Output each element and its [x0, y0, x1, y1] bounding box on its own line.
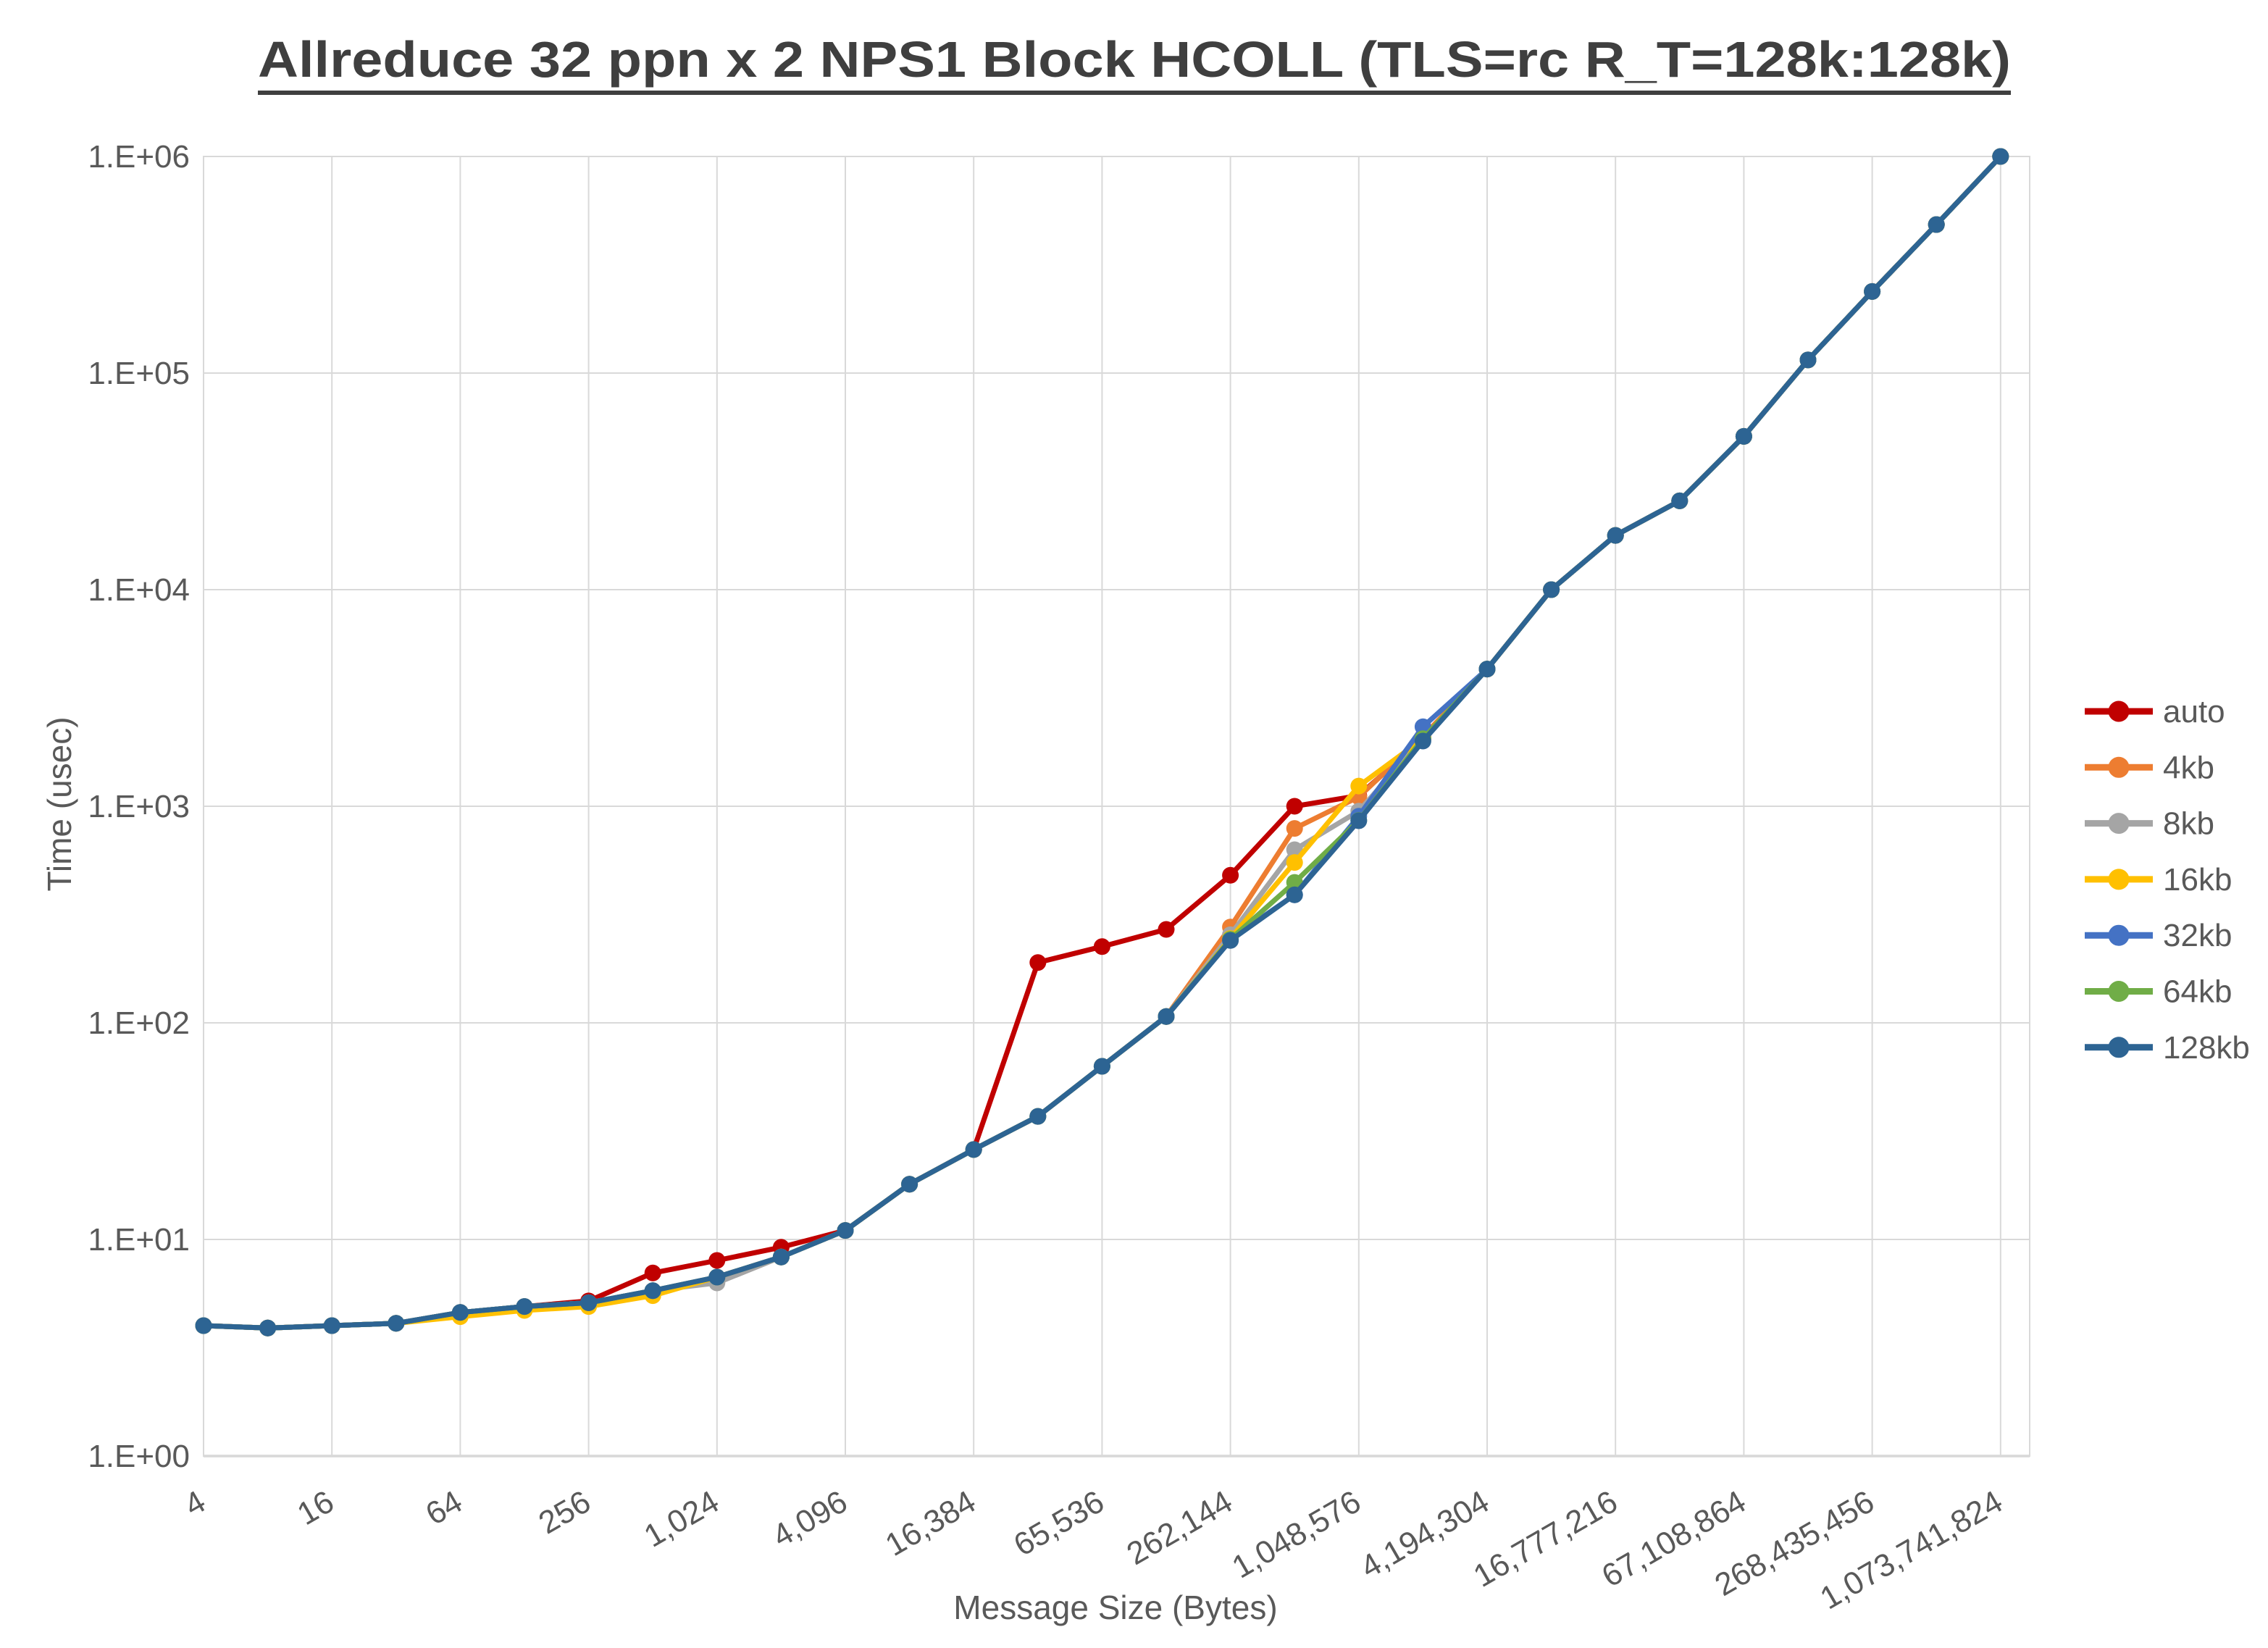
marker-128kb	[772, 1248, 790, 1266]
y-tick-label: 1.E+03	[88, 789, 190, 824]
legend-label-16kb: 16kb	[2163, 862, 2232, 898]
marker-128kb	[1350, 812, 1368, 829]
marker-128kb	[644, 1282, 661, 1300]
series-lines	[195, 148, 2009, 1337]
marker-128kb	[516, 1298, 533, 1316]
y-tick-label: 1.E+06	[88, 139, 190, 175]
legend-label-auto: auto	[2163, 694, 2225, 729]
x-tick-label: 16,384	[879, 1484, 982, 1563]
legend-item-4kb[interactable]: 4kb	[2085, 750, 2214, 785]
marker-16kb	[1350, 777, 1368, 795]
marker-16kb	[1286, 854, 1303, 871]
marker-128kb	[901, 1176, 919, 1193]
marker-128kb	[259, 1319, 277, 1337]
marker-4kb	[1286, 820, 1303, 837]
marker-128kb	[1029, 1108, 1047, 1125]
x-tick-label: 64	[420, 1484, 469, 1532]
legend-marker-64kb	[2108, 981, 2130, 1002]
legend-marker-32kb	[2108, 924, 2130, 946]
legend-item-8kb[interactable]: 8kb	[2085, 806, 2214, 842]
y-tick-label: 1.E+04	[88, 572, 190, 608]
marker-128kb	[195, 1317, 212, 1334]
marker-128kb	[1093, 1058, 1110, 1075]
marker-128kb	[1158, 1008, 1175, 1025]
legend-label-32kb: 32kb	[2163, 918, 2232, 953]
marker-128kb	[1286, 886, 1303, 903]
marker-128kb	[1992, 148, 2009, 165]
x-tick-label: 16,777,216	[1468, 1484, 1623, 1594]
y-tick-label: 1.E+05	[88, 356, 190, 391]
marker-128kb	[1478, 661, 1496, 678]
marker-auto	[1093, 938, 1110, 955]
legend-item-32kb[interactable]: 32kb	[2085, 918, 2232, 953]
y-tick-label: 1.E+02	[88, 1005, 190, 1041]
marker-128kb	[1671, 492, 1689, 509]
marker-auto	[1286, 798, 1303, 815]
x-tick-label: 4,096	[766, 1484, 853, 1554]
chart-title: Allreduce 32 ppn x 2 NPS1 Block HCOLL (T…	[258, 31, 2011, 88]
x-tick-label: 1,024	[638, 1484, 725, 1554]
legend-marker-16kb	[2108, 869, 2130, 890]
marker-auto	[1222, 866, 1239, 884]
marker-128kb	[1864, 283, 1881, 300]
marker-128kb	[580, 1294, 598, 1311]
marker-128kb	[1799, 351, 1817, 369]
marker-128kb	[1414, 732, 1431, 750]
marker-128kb	[965, 1141, 982, 1158]
y-tick-label: 1.E+01	[88, 1222, 190, 1258]
legend-marker-4kb	[2108, 756, 2130, 778]
marker-128kb	[451, 1304, 469, 1321]
legend-label-8kb: 8kb	[2163, 806, 2214, 842]
y-tick-label: 1.E+00	[88, 1439, 190, 1474]
marker-128kb	[1543, 581, 1560, 598]
series-128kb	[195, 148, 2009, 1337]
legend-item-auto[interactable]: auto	[2085, 694, 2225, 729]
legend-marker-128kb	[2108, 1037, 2130, 1058]
x-tick-label: 256	[533, 1484, 597, 1541]
legend-item-16kb[interactable]: 16kb	[2085, 862, 2232, 898]
marker-auto	[1029, 954, 1047, 971]
marker-128kb	[708, 1268, 726, 1286]
gridlines	[203, 156, 2030, 1457]
x-tick-label: 1,048,576	[1226, 1484, 1367, 1585]
y-axis-title: Time (usec)	[41, 716, 78, 891]
legend-item-64kb[interactable]: 64kb	[2085, 974, 2232, 1010]
legend-label-128kb: 128kb	[2163, 1030, 2250, 1066]
legend-marker-8kb	[2108, 813, 2130, 835]
x-axis-title: Message Size (Bytes)	[953, 1589, 1277, 1626]
plot-frame	[203, 156, 2030, 1457]
marker-auto	[1158, 921, 1175, 938]
legend-marker-auto	[2108, 700, 2130, 722]
marker-128kb	[1607, 527, 1624, 544]
legend-label-4kb: 4kb	[2163, 750, 2214, 785]
marker-auto	[708, 1252, 726, 1269]
axis-tick-labels: 1.E+00 1.E+01 1.E+02 1.E+03 1.E+04 1.E+05 1.E+…	[88, 139, 2008, 1616]
x-tick-label: 65,536	[1008, 1484, 1110, 1563]
x-tick-label: 16	[291, 1484, 340, 1532]
marker-128kb	[1222, 932, 1239, 949]
chart-legend: auto 4kb 8kb 16kb 32kb 64kb 128kb	[2085, 694, 2250, 1066]
plot-border	[203, 156, 2030, 1457]
legend-item-128kb[interactable]: 128kb	[2085, 1030, 2250, 1066]
marker-128kb	[323, 1317, 340, 1334]
marker-128kb	[1735, 427, 1752, 445]
legend-label-64kb: 64kb	[2163, 974, 2232, 1010]
marker-128kb	[1928, 216, 1945, 233]
marker-auto	[644, 1264, 661, 1281]
x-tick-label: 262,144	[1121, 1484, 1238, 1572]
marker-128kb	[388, 1315, 405, 1332]
marker-128kb	[837, 1222, 854, 1239]
x-tick-label: 4	[178, 1484, 212, 1523]
